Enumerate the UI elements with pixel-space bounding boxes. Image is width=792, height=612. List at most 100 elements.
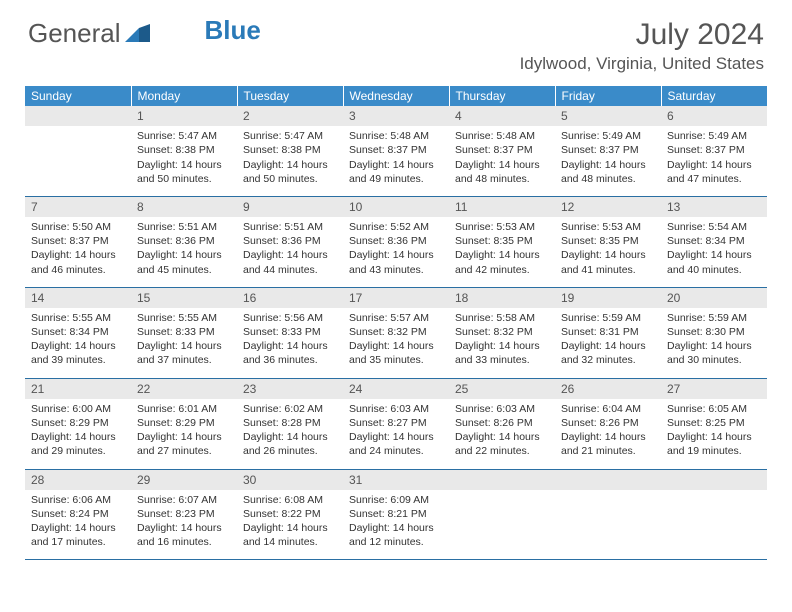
daylight-text-1: Daylight: 14 hours [667, 158, 761, 172]
sunrise-text: Sunrise: 5:59 AM [667, 311, 761, 325]
day-number [25, 106, 131, 126]
day-content-row: Sunrise: 6:00 AMSunset: 8:29 PMDaylight:… [25, 399, 767, 469]
day-cell: Sunrise: 5:51 AMSunset: 8:36 PMDaylight:… [237, 217, 343, 287]
day-number: 15 [131, 287, 237, 308]
day-cell: Sunrise: 5:56 AMSunset: 8:33 PMDaylight:… [237, 308, 343, 378]
sunrise-text: Sunrise: 6:04 AM [561, 402, 655, 416]
sunrise-text: Sunrise: 5:53 AM [561, 220, 655, 234]
sunrise-text: Sunrise: 6:02 AM [243, 402, 337, 416]
day-content-row: Sunrise: 5:50 AMSunset: 8:37 PMDaylight:… [25, 217, 767, 287]
daylight-text-1: Daylight: 14 hours [349, 339, 443, 353]
daylight-text-2: and 41 minutes. [561, 263, 655, 277]
daylight-text-1: Daylight: 14 hours [137, 339, 231, 353]
day-number: 26 [555, 378, 661, 399]
daylight-text-2: and 19 minutes. [667, 444, 761, 458]
sunset-text: Sunset: 8:37 PM [667, 143, 761, 157]
sunset-text: Sunset: 8:22 PM [243, 507, 337, 521]
daylight-text-2: and 46 minutes. [31, 263, 125, 277]
daylight-text-2: and 50 minutes. [243, 172, 337, 186]
daylight-text-2: and 26 minutes. [243, 444, 337, 458]
sunrise-text: Sunrise: 5:51 AM [243, 220, 337, 234]
sunrise-text: Sunrise: 6:08 AM [243, 493, 337, 507]
day-cell: Sunrise: 5:50 AMSunset: 8:37 PMDaylight:… [25, 217, 131, 287]
sunrise-text: Sunrise: 5:52 AM [349, 220, 443, 234]
day-cell [661, 490, 767, 560]
sunrise-text: Sunrise: 5:51 AM [137, 220, 231, 234]
daylight-text-1: Daylight: 14 hours [349, 430, 443, 444]
sunrise-text: Sunrise: 5:47 AM [243, 129, 337, 143]
daylight-text-2: and 39 minutes. [31, 353, 125, 367]
daylight-text-2: and 40 minutes. [667, 263, 761, 277]
sunset-text: Sunset: 8:37 PM [31, 234, 125, 248]
daylight-text-1: Daylight: 14 hours [243, 158, 337, 172]
month-title: July 2024 [520, 18, 764, 52]
daylight-text-1: Daylight: 14 hours [561, 158, 655, 172]
daylight-text-1: Daylight: 14 hours [243, 430, 337, 444]
sunset-text: Sunset: 8:34 PM [667, 234, 761, 248]
day-number: 25 [449, 378, 555, 399]
sunrise-text: Sunrise: 5:48 AM [349, 129, 443, 143]
daylight-text-2: and 42 minutes. [455, 263, 549, 277]
sunset-text: Sunset: 8:27 PM [349, 416, 443, 430]
brand-logo: General Blue [28, 18, 261, 49]
daylight-text-2: and 30 minutes. [667, 353, 761, 367]
day-cell: Sunrise: 5:53 AMSunset: 8:35 PMDaylight:… [449, 217, 555, 287]
day-number: 5 [555, 106, 661, 126]
day-number: 11 [449, 196, 555, 217]
sunrise-text: Sunrise: 5:57 AM [349, 311, 443, 325]
sunset-text: Sunset: 8:29 PM [137, 416, 231, 430]
day-number: 18 [449, 287, 555, 308]
daylight-text-1: Daylight: 14 hours [349, 521, 443, 535]
sunset-text: Sunset: 8:24 PM [31, 507, 125, 521]
weekday-header: Thursday [449, 86, 555, 106]
sunset-text: Sunset: 8:34 PM [31, 325, 125, 339]
calendar-table: SundayMondayTuesdayWednesdayThursdayFrid… [25, 86, 767, 560]
daylight-text-2: and 49 minutes. [349, 172, 443, 186]
day-cell: Sunrise: 6:03 AMSunset: 8:27 PMDaylight:… [343, 399, 449, 469]
day-number: 29 [131, 469, 237, 490]
day-number: 4 [449, 106, 555, 126]
day-number: 19 [555, 287, 661, 308]
daylight-text-2: and 36 minutes. [243, 353, 337, 367]
day-number [449, 469, 555, 490]
daylight-text-2: and 48 minutes. [455, 172, 549, 186]
day-cell: Sunrise: 6:00 AMSunset: 8:29 PMDaylight:… [25, 399, 131, 469]
sunset-text: Sunset: 8:21 PM [349, 507, 443, 521]
day-number: 9 [237, 196, 343, 217]
day-number: 20 [661, 287, 767, 308]
sunrise-text: Sunrise: 6:01 AM [137, 402, 231, 416]
sunset-text: Sunset: 8:32 PM [455, 325, 549, 339]
page-header: General Blue July 2024 Idylwood, Virgini… [0, 0, 792, 78]
sunset-text: Sunset: 8:37 PM [561, 143, 655, 157]
day-number: 21 [25, 378, 131, 399]
daylight-text-1: Daylight: 14 hours [137, 158, 231, 172]
daylight-text-2: and 14 minutes. [243, 535, 337, 549]
sunrise-text: Sunrise: 5:58 AM [455, 311, 549, 325]
day-number [555, 469, 661, 490]
daylight-text-2: and 32 minutes. [561, 353, 655, 367]
sunrise-text: Sunrise: 5:47 AM [137, 129, 231, 143]
weekday-header: Wednesday [343, 86, 449, 106]
sunset-text: Sunset: 8:36 PM [349, 234, 443, 248]
day-cell: Sunrise: 6:09 AMSunset: 8:21 PMDaylight:… [343, 490, 449, 560]
day-number: 13 [661, 196, 767, 217]
sunrise-text: Sunrise: 6:03 AM [455, 402, 549, 416]
daylight-text-1: Daylight: 14 hours [243, 248, 337, 262]
day-number-row: 123456 [25, 106, 767, 126]
daylight-text-2: and 50 minutes. [137, 172, 231, 186]
day-number: 28 [25, 469, 131, 490]
day-number: 30 [237, 469, 343, 490]
daylight-text-1: Daylight: 14 hours [561, 339, 655, 353]
daylight-text-1: Daylight: 14 hours [137, 248, 231, 262]
location-text: Idylwood, Virginia, United States [520, 54, 764, 74]
weekday-header: Tuesday [237, 86, 343, 106]
day-cell: Sunrise: 6:02 AMSunset: 8:28 PMDaylight:… [237, 399, 343, 469]
sunset-text: Sunset: 8:32 PM [349, 325, 443, 339]
sunrise-text: Sunrise: 5:56 AM [243, 311, 337, 325]
daylight-text-1: Daylight: 14 hours [31, 521, 125, 535]
daylight-text-2: and 29 minutes. [31, 444, 125, 458]
sunset-text: Sunset: 8:25 PM [667, 416, 761, 430]
daylight-text-1: Daylight: 14 hours [349, 248, 443, 262]
sunrise-text: Sunrise: 5:59 AM [561, 311, 655, 325]
daylight-text-1: Daylight: 14 hours [667, 248, 761, 262]
